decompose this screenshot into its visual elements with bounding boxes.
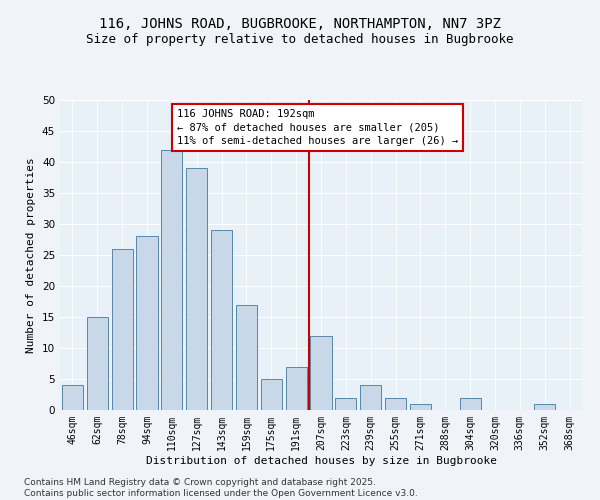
- Bar: [385, 398, 406, 410]
- Bar: [534, 404, 555, 410]
- Bar: [161, 150, 182, 410]
- Bar: [136, 236, 158, 410]
- Y-axis label: Number of detached properties: Number of detached properties: [26, 157, 37, 353]
- Bar: [286, 366, 307, 410]
- Text: Size of property relative to detached houses in Bugbrooke: Size of property relative to detached ho…: [86, 32, 514, 46]
- X-axis label: Distribution of detached houses by size in Bugbrooke: Distribution of detached houses by size …: [146, 456, 497, 466]
- Bar: [236, 304, 257, 410]
- Bar: [460, 398, 481, 410]
- Bar: [62, 385, 83, 410]
- Bar: [87, 317, 108, 410]
- Bar: [410, 404, 431, 410]
- Bar: [211, 230, 232, 410]
- Text: 116 JOHNS ROAD: 192sqm
← 87% of detached houses are smaller (205)
11% of semi-de: 116 JOHNS ROAD: 192sqm ← 87% of detached…: [177, 110, 458, 146]
- Bar: [186, 168, 207, 410]
- Text: Contains HM Land Registry data © Crown copyright and database right 2025.
Contai: Contains HM Land Registry data © Crown c…: [24, 478, 418, 498]
- Bar: [112, 249, 133, 410]
- Bar: [310, 336, 332, 410]
- Bar: [261, 379, 282, 410]
- Text: 116, JOHNS ROAD, BUGBROOKE, NORTHAMPTON, NN7 3PZ: 116, JOHNS ROAD, BUGBROOKE, NORTHAMPTON,…: [99, 18, 501, 32]
- Bar: [360, 385, 381, 410]
- Bar: [335, 398, 356, 410]
